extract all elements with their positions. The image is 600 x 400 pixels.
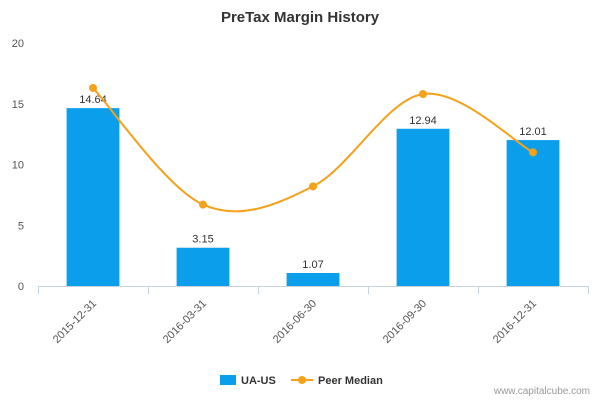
legend-label: UA-US (241, 375, 276, 387)
y-tick-label: 0 (18, 281, 24, 293)
peer-median-point (419, 90, 427, 99)
bar-data-label: 3.15 (192, 234, 213, 246)
bar (506, 140, 560, 286)
legend-swatch-marker (298, 376, 306, 384)
bar (396, 128, 450, 286)
x-tick-label: 2016-06-30 (271, 298, 319, 346)
x-tick-label: 2016-09-30 (381, 298, 429, 346)
bar-series (66, 108, 560, 287)
chart-title: PreTax Margin History (221, 9, 380, 26)
x-axis: 2015-12-31 2016-03-31 2016-06-30 2016-09-30… (38, 286, 589, 346)
peer-median-line (92, 87, 534, 213)
bar (66, 108, 120, 287)
bar (176, 247, 230, 286)
bar-data-label: 1.07 (302, 259, 323, 271)
line-series (89, 83, 537, 213)
x-tick-label: 2016-03-31 (161, 298, 209, 346)
x-tick-label: 2016-12-31 (491, 298, 539, 346)
bar-data-label: 12.94 (409, 115, 437, 127)
legend-label: Peer Median (318, 375, 383, 387)
peer-median-point (309, 182, 317, 191)
x-tick-label: 2015-12-31 (51, 298, 99, 346)
peer-median-point (529, 148, 537, 157)
y-tick-label: 5 (18, 220, 24, 232)
y-axis: 0 5 10 15 20 (12, 38, 24, 293)
credit-text: www.capitalcube.com (493, 386, 590, 397)
peer-median-point (89, 83, 97, 92)
legend-swatch-bar (220, 375, 236, 385)
y-tick-label: 15 (12, 99, 24, 111)
y-tick-label: 10 (12, 160, 24, 172)
peer-median-point (199, 200, 207, 209)
legend: UA-US Peer Median (220, 375, 383, 387)
bar-data-label: 12.01 (519, 126, 547, 138)
bar (286, 272, 340, 286)
y-tick-label: 20 (12, 38, 24, 50)
